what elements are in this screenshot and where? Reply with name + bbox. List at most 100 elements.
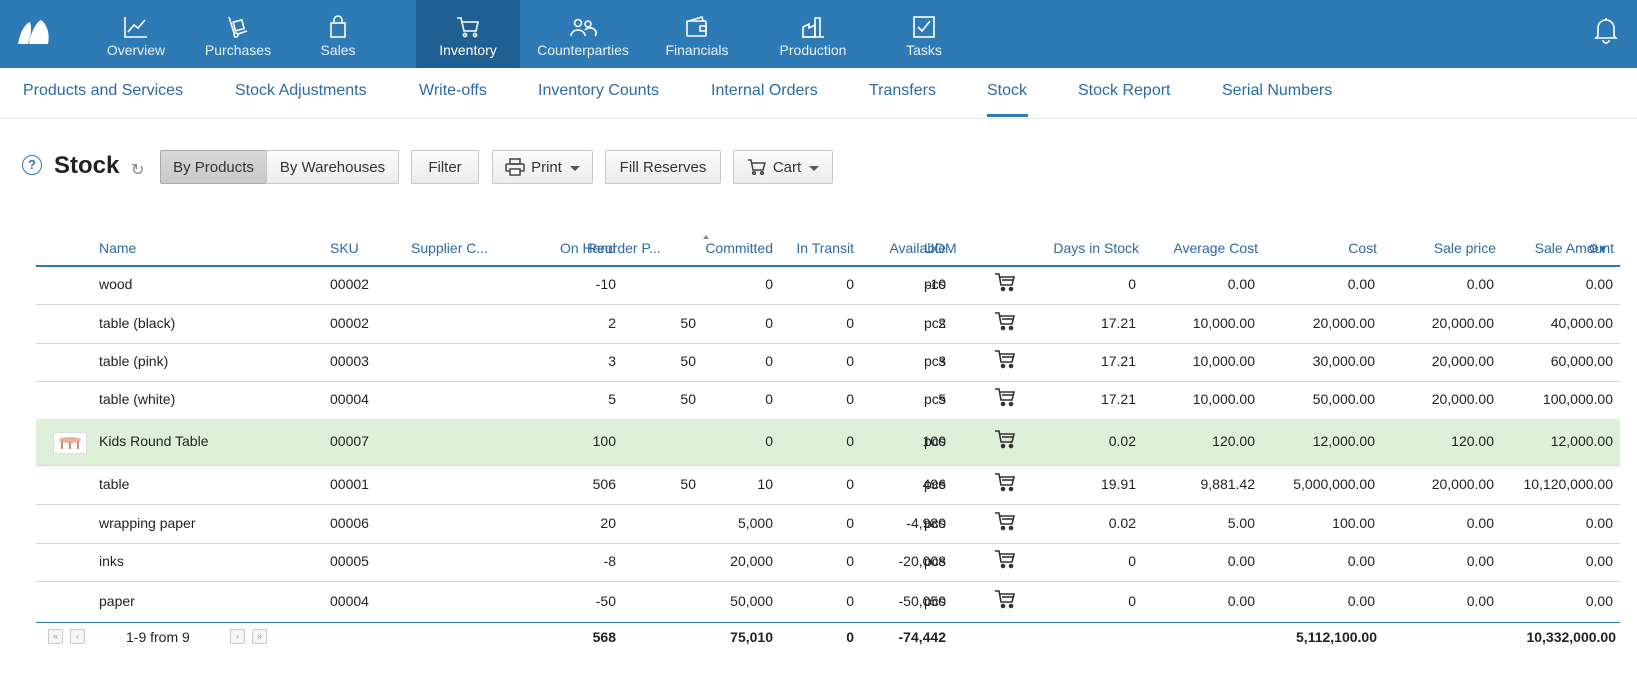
column-days-in-stock[interactable]: Days in Stock [1053, 240, 1139, 256]
cell-sale-amount: 12,000.00 [1550, 433, 1613, 449]
add-to-cart-icon[interactable] [994, 511, 1016, 531]
table-row[interactable]: table (pink) 00003 3 50 0 0 3 pcs 17.21 10,000.00… [36, 343, 1620, 382]
cell-days-in-stock: 0 [1128, 593, 1136, 609]
column-sale-price[interactable]: Sale price [1433, 240, 1496, 256]
cell-sale-price: 20,000.00 [1431, 315, 1494, 331]
add-to-cart-icon[interactable] [994, 589, 1016, 609]
add-to-cart-icon[interactable] [994, 387, 1016, 407]
cell-cost: 20,000.00 [1312, 315, 1375, 331]
help-icon[interactable]: ? [22, 155, 42, 175]
cell-committed: 0 [765, 353, 773, 369]
add-to-cart-icon[interactable] [994, 349, 1016, 369]
first-page-icon[interactable]: « [48, 629, 63, 644]
cell-cost: 12,000.00 [1312, 433, 1375, 449]
table-footer: « ‹ 1-9 from 9 › » 568 75,010 0 -74,442 … [36, 622, 1620, 653]
subnav-stock[interactable]: Stock [987, 82, 1028, 99]
table-row[interactable]: table (black) 00002 2 50 0 0 2 pcs 17.21 10,000.0… [36, 304, 1620, 344]
cart-button[interactable]: Cart [733, 150, 833, 184]
table-row[interactable]: Kids Round Table 00007 100 0 0 100 pcs 0.02 120.… [36, 419, 1620, 466]
product-thumbnail[interactable] [53, 432, 87, 454]
table-row[interactable]: wood 00002 -10 0 0 -10 pcs 0 0.00 0.00 0.00 0.00 [36, 265, 1620, 305]
table-row[interactable]: table (white) 00004 5 50 0 0 5 pcs 17.21 10,000.0… [36, 381, 1620, 420]
cell-sku: 00004 [330, 391, 369, 407]
cell-cost: 0.00 [1347, 276, 1375, 292]
add-to-cart-icon[interactable] [994, 272, 1016, 292]
cell-name[interactable]: inks [99, 553, 124, 569]
table-row[interactable]: inks 00005 -8 20,000 0 -20,008 pcs 0 0.00 0.00 0.0… [36, 543, 1620, 582]
nav-label: Production [779, 42, 847, 58]
cell-in-transit: 0 [846, 391, 854, 407]
cell-uom: pcs [924, 515, 946, 531]
add-to-cart-icon[interactable] [994, 549, 1016, 569]
table-row[interactable]: table 00001 506 50 10 0 496 pcs 19.91 9,881.42 5,0… [36, 465, 1620, 505]
subnav-internal-orders[interactable]: Internal Orders [711, 82, 818, 99]
cell-available: -4,980 [906, 515, 946, 531]
subnav-transfers[interactable]: Transfers [869, 82, 936, 99]
column-on-hand[interactable]: On Hand [559, 240, 616, 256]
cell-available: -50,050 [898, 593, 946, 609]
cell-name[interactable]: Kids Round Table [99, 433, 209, 449]
column-uom[interactable]: UOM [924, 240, 957, 256]
add-to-cart-icon[interactable] [994, 311, 1016, 331]
cell-sku: 00007 [330, 433, 369, 449]
subnav-stock-adjustments[interactable]: Stock Adjustments [235, 82, 367, 99]
column-available[interactable]: Available [889, 240, 946, 256]
filter-button[interactable]: Filter [411, 150, 479, 184]
column-cost[interactable]: Cost [1348, 240, 1377, 256]
column-in-transit[interactable]: In Transit [796, 240, 854, 256]
chart-line-icon [122, 14, 150, 40]
table-row[interactable]: paper 00004 -50 50,000 0 -50,050 pcs 0 0.00 0.00 0… [36, 581, 1620, 623]
bell-icon[interactable] [1593, 16, 1619, 44]
fill-reserves-button[interactable]: Fill Reserves [605, 150, 721, 184]
column-sale-amount[interactable]: Sale Amount [1534, 240, 1614, 256]
cell-name[interactable]: table (pink) [99, 353, 169, 369]
cell-name[interactable]: wrapping paper [99, 515, 196, 531]
cell-name[interactable]: table (white) [99, 391, 176, 407]
previous-page-icon[interactable]: ‹ [70, 629, 85, 644]
column-supplier-code[interactable]: Supplier C... [411, 240, 489, 256]
by-products-button[interactable]: By Products [160, 150, 267, 184]
subnav-serial-numbers[interactable]: Serial Numbers [1222, 82, 1333, 99]
table-row[interactable]: wrapping paper 00006 20 5,000 0 -4,980 pcs 0.02… [36, 504, 1620, 544]
add-to-cart-icon[interactable] [994, 472, 1016, 492]
column-average-cost[interactable]: Average Cost [1173, 240, 1258, 256]
total-cost: 5,112,100.00 [1296, 629, 1377, 645]
next-page-icon[interactable]: › [230, 629, 245, 644]
cell-uom: pcs [924, 433, 946, 449]
add-to-cart-icon[interactable] [994, 429, 1016, 449]
cell-name[interactable]: wood [99, 276, 133, 292]
cell-committed: 0 [765, 391, 773, 407]
column-name[interactable]: Name [99, 240, 137, 256]
cell-average-cost: 10,000.00 [1192, 315, 1255, 331]
nav-inventory[interactable]: Inventory [416, 0, 520, 68]
cell-sale-amount: 0.00 [1585, 515, 1613, 531]
print-button[interactable]: Print [492, 150, 593, 184]
column-sku[interactable]: SKU [330, 240, 359, 256]
subnav-products-and-services[interactable]: Products and Services [23, 82, 184, 99]
refresh-icon[interactable]: ↻ [131, 162, 145, 179]
cell-available: 100 [922, 433, 946, 449]
nav-financials[interactable]: Financials [648, 0, 746, 68]
subnav-stock-report[interactable]: Stock Report [1078, 82, 1171, 99]
cell-sale-amount: 40,000.00 [1550, 315, 1613, 331]
column-reorder-point[interactable]: Reorder P... [587, 240, 661, 256]
cell-name[interactable]: table [99, 476, 130, 492]
cart-label: Cart [772, 158, 802, 176]
nav-purchases[interactable]: Purchases [190, 0, 286, 68]
cell-name[interactable]: paper [99, 593, 135, 609]
nav-counterparties[interactable]: Counterparties [528, 0, 638, 68]
nav-sales[interactable]: Sales [286, 0, 390, 68]
app-logo-icon[interactable] [16, 16, 52, 46]
nav-overview[interactable]: Overview [82, 0, 190, 68]
by-warehouses-button[interactable]: By Warehouses [266, 150, 399, 184]
cell-sale-price: 0.00 [1466, 593, 1494, 609]
nav-tasks[interactable]: Tasks [876, 0, 972, 68]
last-page-icon[interactable]: » [252, 629, 267, 644]
subnav-write-offs[interactable]: Write-offs [419, 82, 487, 99]
cell-sale-amount: 10,120,000.00 [1523, 476, 1613, 492]
subnav-inventory-counts[interactable]: Inventory Counts [538, 82, 659, 99]
column-settings-gear-icon[interactable]: ⚙▾ [1588, 241, 1607, 256]
nav-production[interactable]: Production [758, 0, 868, 68]
column-committed[interactable]: Committed [705, 240, 773, 256]
cell-name[interactable]: table (black) [99, 315, 176, 331]
